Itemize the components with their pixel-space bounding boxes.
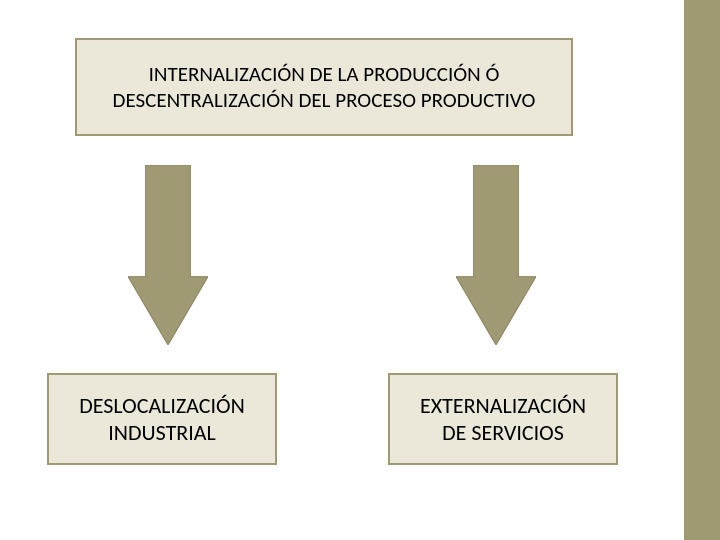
arrow-right-icon <box>456 165 536 345</box>
left-concept-text: DESLOCALIZACIÓN INDUSTRIAL <box>67 392 257 447</box>
right-concept-text: EXTERNALIZACIÓN DE SERVICIOS <box>408 392 598 447</box>
top-concept-text: INTERNALIZACIÓN DE LA PRODUCCIÓN Ó DESCE… <box>95 61 553 114</box>
left-concept-box: DESLOCALIZACIÓN INDUSTRIAL <box>47 373 277 465</box>
right-concept-box: EXTERNALIZACIÓN DE SERVICIOS <box>388 373 618 465</box>
arrow-left-icon <box>128 165 208 345</box>
accent-sidebar <box>684 0 720 540</box>
top-concept-box: INTERNALIZACIÓN DE LA PRODUCCIÓN Ó DESCE… <box>75 38 573 136</box>
